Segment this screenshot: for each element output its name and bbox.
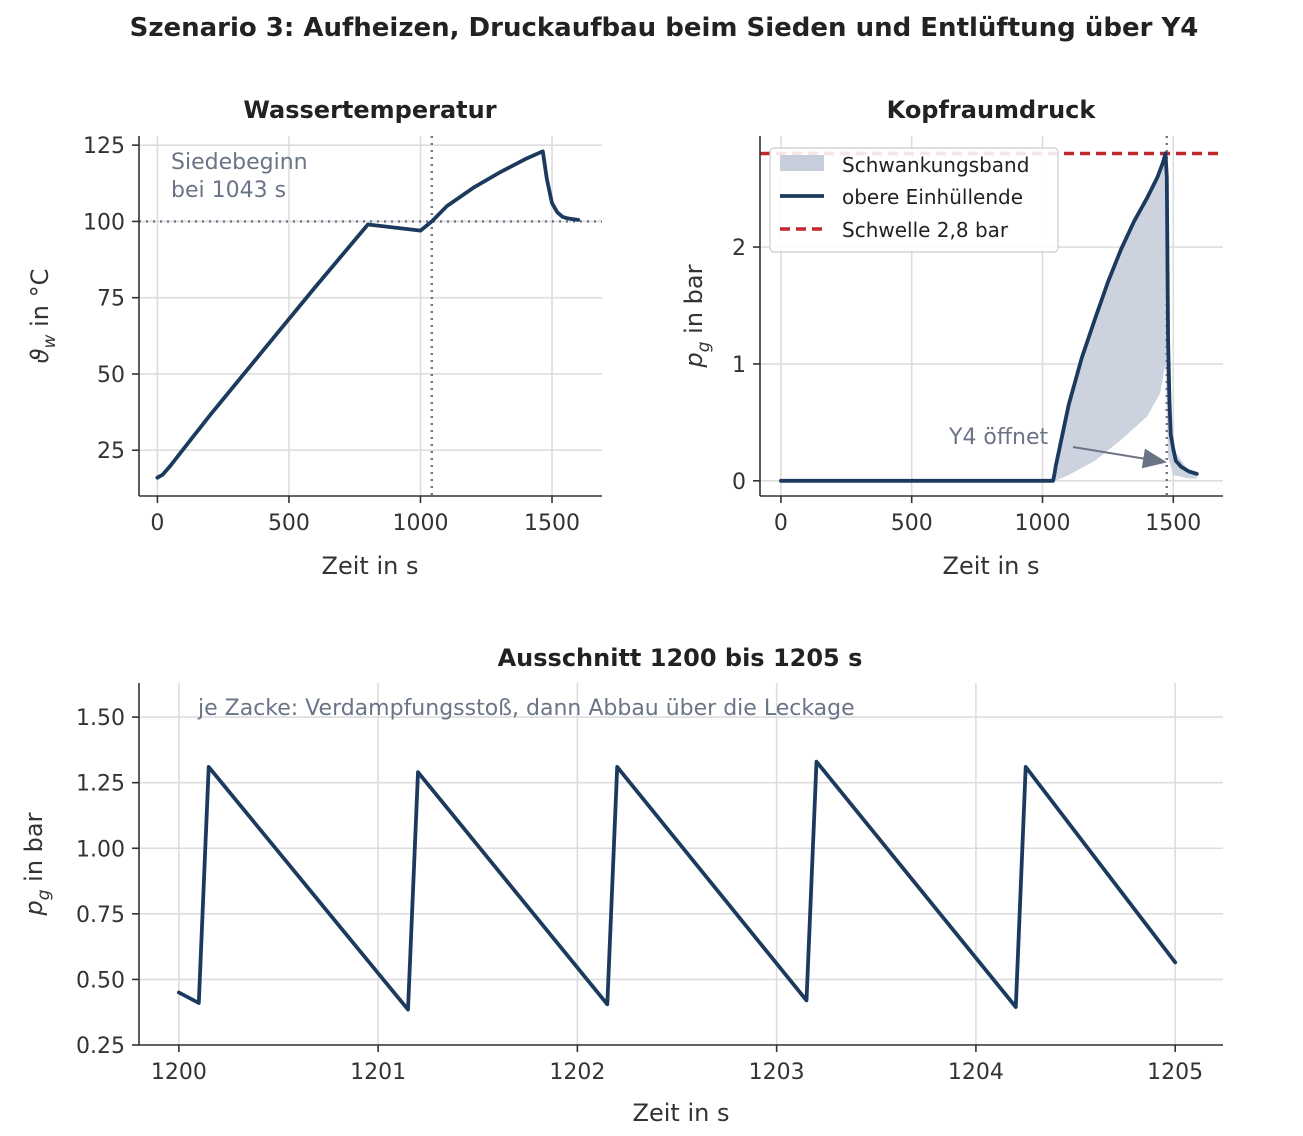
temperature-x-tick-label: 1500 xyxy=(524,511,580,536)
zoom-x-tick-label: 1201 xyxy=(350,1060,406,1085)
temperature-y-tick-label: 125 xyxy=(83,134,125,159)
zoom-y-tick-label: 0.25 xyxy=(76,1034,125,1059)
zoom-y-label-unit: in bar xyxy=(20,812,48,889)
temperature-y-label-subscript: w xyxy=(40,334,60,348)
zoom-pressure-line xyxy=(177,759,1178,1012)
upper-envelope-line xyxy=(779,151,1199,483)
pressure-x-label: Zeit in s xyxy=(943,552,1040,580)
temperature-panel: Wassertemperatur 0 500 1000 1500 25 50 75 100 12… xyxy=(26,96,602,580)
temperature-x-tick-label: 1000 xyxy=(392,511,448,536)
zoom-x-tick-label: 1204 xyxy=(948,1060,1004,1085)
temperature-y-tick-label: 50 xyxy=(97,363,125,388)
pressure-y-tick-label: 1 xyxy=(732,353,746,378)
pressure-fluctuation-band xyxy=(1053,153,1197,481)
temperature-y-label-symbol: ϑ xyxy=(26,348,54,363)
pressure-panel-title: Kopfraumdruck xyxy=(887,96,1097,124)
temperature-y-label: ϑw in °C xyxy=(26,269,60,364)
zoom-grid xyxy=(139,683,1223,1046)
pressure-legend: Schwankungsband obere Einhüllende Schwel… xyxy=(769,147,1059,253)
zoom-y-tick-label: 1.50 xyxy=(76,706,125,731)
pressure-y-label-subscript: g xyxy=(694,341,714,352)
legend-envelope-label: obere Einhüllende xyxy=(842,185,1023,209)
zoom-y-tick-label: 0.50 xyxy=(76,968,125,993)
temperature-x-tick-label: 500 xyxy=(268,511,310,536)
zoom-panel: Ausschnitt 1200 bis 1205 s 1200 1201 1202 1… xyxy=(20,644,1223,1127)
figure-title: Szenario 3: Aufheizen, Druckaufbau beim … xyxy=(130,13,1199,43)
temperature-annotation-line2: bei 1043 s xyxy=(171,178,286,203)
temperature-panel-title: Wassertemperatur xyxy=(243,96,496,124)
zoom-x-tick-label: 1203 xyxy=(749,1060,805,1085)
zoom-panel-title: Ausschnitt 1200 bis 1205 s xyxy=(498,644,863,672)
zoom-y-label: pg in bar xyxy=(20,812,54,916)
pressure-x-tick-label: 1000 xyxy=(1015,511,1071,536)
zoom-series xyxy=(177,759,1178,1012)
zoom-y-label-symbol: p xyxy=(20,900,48,916)
legend-threshold-label: Schwelle 2,8 bar xyxy=(842,218,1009,242)
temperature-y-tick-label: 100 xyxy=(83,210,125,235)
pressure-panel: Kopfraumdruck 0 500 1000 1500 0 1 2 Schwankung… xyxy=(680,96,1223,580)
temperature-y-tick-label: 75 xyxy=(97,287,125,312)
pressure-y-tick-label: 2 xyxy=(732,236,746,261)
zoom-y-label-subscript: g xyxy=(34,889,54,900)
legend-band-label: Schwankungsband xyxy=(842,153,1029,177)
temperature-x-tick-label: 0 xyxy=(150,511,164,536)
pressure-x-tick-label: 0 xyxy=(774,511,788,536)
pressure-y-label-symbol: p xyxy=(680,352,708,368)
zoom-y-tick-label: 0.75 xyxy=(76,903,125,928)
pressure-y-label: pg in bar xyxy=(680,264,714,368)
temperature-line xyxy=(155,149,581,480)
temperature-x-label: Zeit in s xyxy=(322,552,419,580)
zoom-x-tick-label: 1200 xyxy=(151,1060,207,1085)
temperature-grid xyxy=(139,136,602,496)
legend-band-swatch xyxy=(780,155,824,171)
pressure-y-tick-label: 0 xyxy=(732,470,746,495)
legend-frame xyxy=(769,147,1059,253)
zoom-x-tick-label: 1202 xyxy=(549,1060,605,1085)
pressure-ticks: 0 500 1000 1500 0 1 2 xyxy=(732,236,1201,536)
temperature-y-tick-label: 25 xyxy=(97,439,125,464)
temperature-series xyxy=(139,136,602,496)
valve-annotation-arrow xyxy=(1072,446,1167,469)
zoom-annotation: je Zacke: Verdampfungsstoß, dann Abbau ü… xyxy=(197,696,855,721)
temperature-annotation-line1: Siedebeginn xyxy=(171,150,308,175)
zoom-y-tick-label: 1.25 xyxy=(76,772,125,797)
zoom-x-label: Zeit in s xyxy=(633,1099,730,1127)
pressure-y-label-unit: in bar xyxy=(680,264,708,341)
zoom-ticks: 1200 1201 1202 1203 1204 1205 0.25 0.50 0.75 1.00… xyxy=(76,706,1203,1085)
temperature-y-label-unit: in °C xyxy=(26,269,54,335)
valve-annotation: Y4 öffnet xyxy=(948,425,1049,450)
zoom-x-tick-label: 1205 xyxy=(1147,1060,1203,1085)
temperature-ticks: 0 500 1000 1500 25 50 75 100 125 xyxy=(83,134,580,536)
pressure-x-tick-label: 1500 xyxy=(1145,511,1201,536)
zoom-y-tick-label: 1.00 xyxy=(76,837,125,862)
pressure-x-tick-label: 500 xyxy=(891,511,933,536)
